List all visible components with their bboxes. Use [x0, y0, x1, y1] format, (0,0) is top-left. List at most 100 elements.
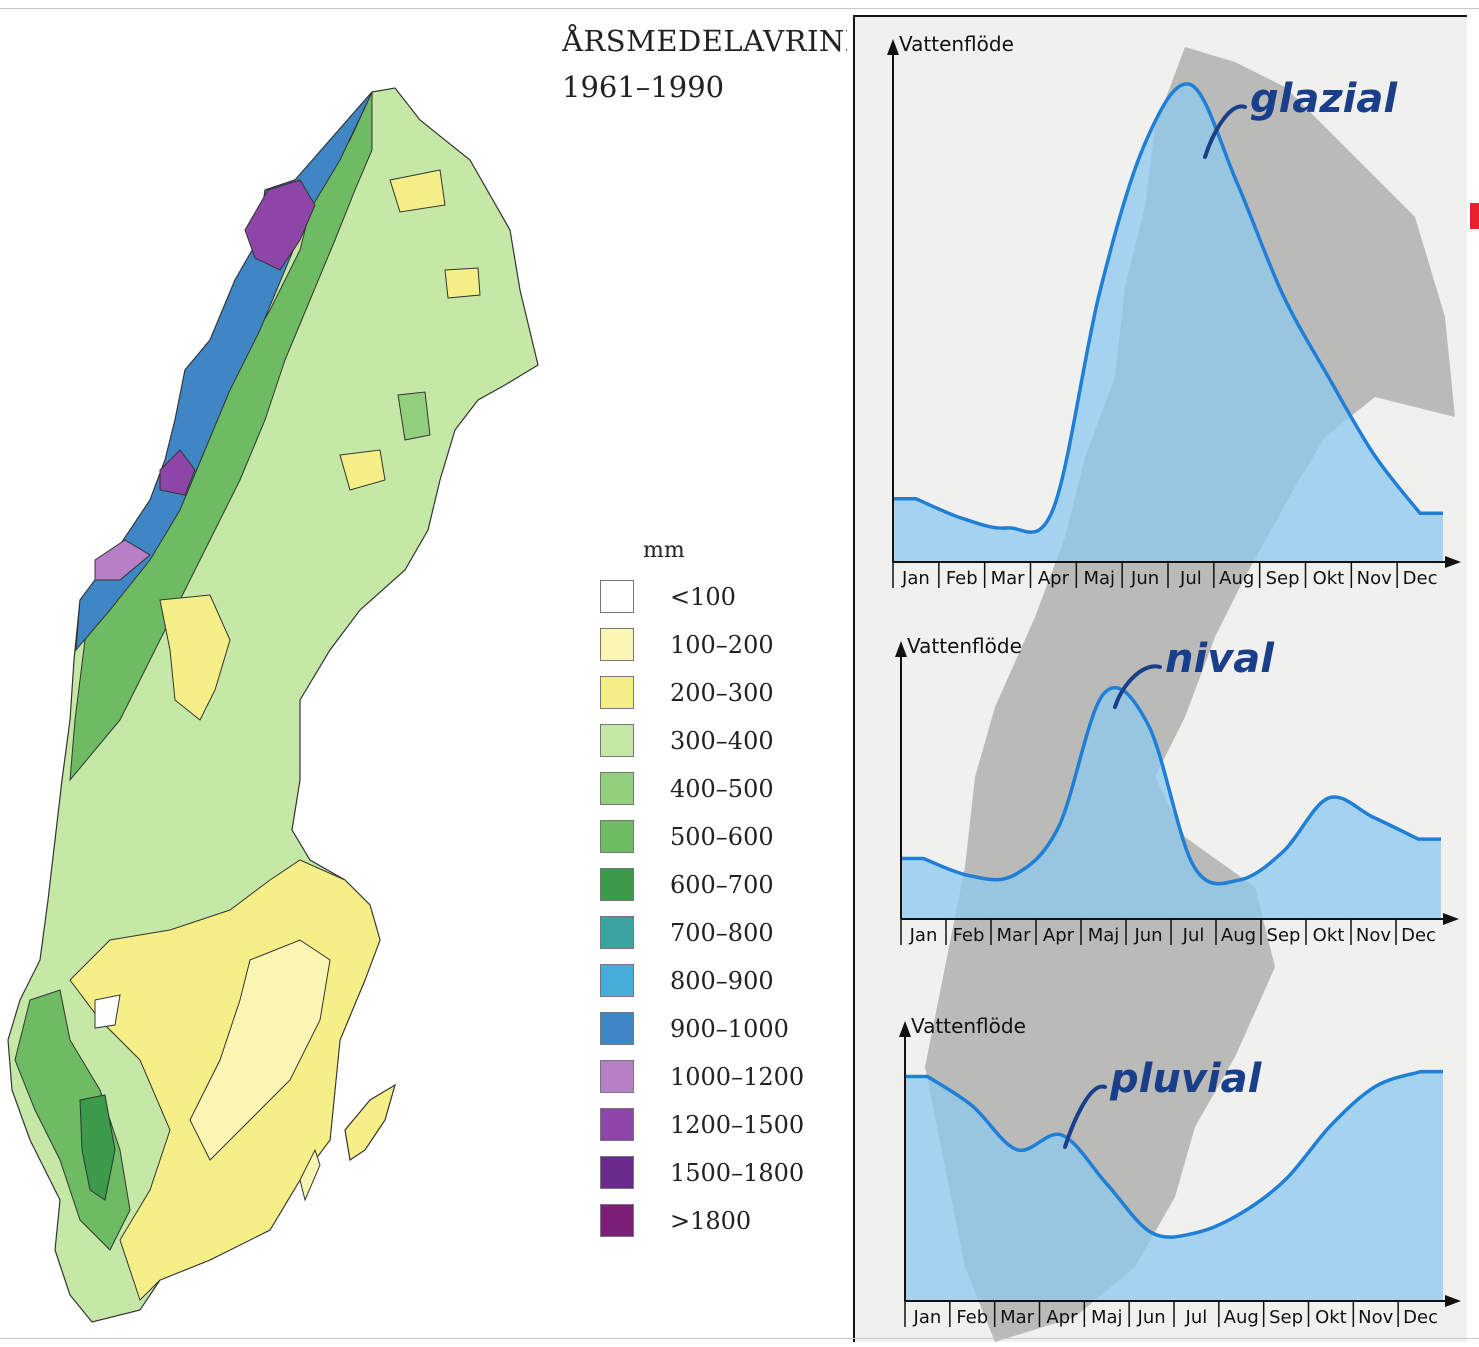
legend-swatch: [600, 1156, 634, 1189]
hydrograph-area: [905, 1071, 1443, 1301]
legend-swatch: [600, 868, 634, 901]
hydrograph-line: [905, 1069, 1443, 1239]
legend-label: <100: [670, 583, 736, 611]
legend-item: 300–400: [600, 724, 820, 760]
month-label: Sep: [1269, 1307, 1303, 1328]
map-region-yellow-3: [389, 169, 446, 213]
month-label: Okt: [1313, 568, 1345, 589]
month-label: Jun: [1130, 568, 1159, 589]
legend-swatch: [600, 1012, 634, 1045]
legend-label: 200–300: [670, 679, 774, 707]
month-label: Aug: [1219, 568, 1254, 589]
month-label: Feb: [953, 925, 985, 946]
legend-item: 100–200: [600, 628, 820, 664]
red-edge-marker: [1470, 203, 1479, 229]
month-label: Jul: [1185, 1307, 1208, 1328]
month-label: Jan: [913, 1307, 942, 1328]
legend-swatch: [600, 628, 634, 661]
map-region-yellow-4: [444, 267, 481, 299]
legend-unit: mm: [643, 538, 685, 563]
y-axis-label: Vattenflöde: [899, 32, 1014, 56]
top-divider: [0, 8, 1479, 9]
legend-swatch: [600, 676, 634, 709]
legend-item: 1000–1200: [600, 1060, 820, 1096]
month-label: Mar: [991, 568, 1026, 589]
hydrograph-line: [893, 82, 1443, 534]
map-region-yellow-2: [339, 449, 386, 491]
month-label: Nov: [1358, 1307, 1393, 1328]
month-label: Maj: [1083, 568, 1115, 589]
y-axis-arrow: [887, 39, 899, 55]
legend-label: 500–600: [670, 823, 774, 851]
legend-item: 500–600: [600, 820, 820, 856]
runoff-map: [7, 87, 539, 1323]
map-region-green-patch: [397, 391, 431, 441]
legend-label: 300–400: [670, 727, 774, 755]
legend-item: 700–800: [600, 916, 820, 952]
month-label: Mar: [997, 925, 1032, 946]
month-label: Okt: [1313, 925, 1345, 946]
legend-label: 1200–1500: [670, 1111, 805, 1139]
legend-label: 800–900: [670, 967, 774, 995]
month-label: Sep: [1266, 568, 1300, 589]
y-axis-label: Vattenflöde: [907, 634, 1022, 658]
map-island-gotland: [344, 1083, 396, 1162]
bottom-divider: [0, 1338, 1479, 1339]
month-label: Okt: [1315, 1307, 1347, 1328]
x-axis-arrow: [1445, 1295, 1461, 1307]
legend-label: 700–800: [670, 919, 774, 947]
map-region-south-lighter: [189, 939, 331, 1161]
month-label: Nov: [1356, 925, 1391, 946]
month-label: Mar: [1000, 1307, 1035, 1328]
y-axis-label: Vattenflöde: [911, 1014, 1026, 1038]
legend-item: 1500–1800: [600, 1156, 820, 1192]
month-label: Sep: [1267, 925, 1301, 946]
annotation-stroke: [1203, 104, 1247, 159]
month-label: Jul: [1182, 925, 1205, 946]
x-axis-arrow: [1443, 913, 1459, 925]
month-label: Jun: [1133, 925, 1162, 946]
hydrograph-charts: Vattenflöde Jan Feb Mar Apr Maj Jun Jul Aug Sep Ok…: [887, 32, 1461, 1342]
legend-item: >1800: [600, 1204, 820, 1240]
month-label: Apr: [1046, 1307, 1078, 1328]
x-axis-arrow: [1445, 556, 1461, 568]
month-label: Jun: [1137, 1307, 1166, 1328]
month-label: Apr: [1043, 925, 1075, 946]
map-region-south-white: [94, 994, 121, 1029]
annotation-stroke: [1063, 1084, 1107, 1149]
hydrograph-panel: Vattenflöde Jan Feb Mar Apr Maj Jun Jul Aug Sep Ok…: [853, 15, 1467, 1342]
map-region-west-band: [69, 91, 373, 782]
legend-label: 900–1000: [670, 1015, 789, 1043]
legend-item: <100: [600, 580, 820, 616]
month-label: Feb: [946, 568, 978, 589]
legend-item: 400–500: [600, 772, 820, 808]
annotation-nival: nival: [1165, 636, 1275, 682]
month-label: Aug: [1224, 1307, 1259, 1328]
map-region-south-west-dark: [79, 1094, 116, 1201]
hydrograph-line: [901, 686, 1441, 886]
month-label: Nov: [1357, 568, 1392, 589]
map-region-mountain-purple-mid: [159, 449, 196, 496]
legend-swatch: [600, 724, 634, 757]
legend-swatch: [600, 964, 634, 997]
month-label: Maj: [1091, 1307, 1123, 1328]
legend-item: 600–700: [600, 868, 820, 904]
legend-label: 1500–1800: [670, 1159, 805, 1187]
map-region-mountain-purple-north: [244, 179, 316, 271]
legend-swatch: [600, 772, 634, 805]
hydrograph-area: [893, 83, 1443, 563]
y-axis-arrow: [899, 1021, 911, 1037]
legend-swatch: [600, 580, 634, 613]
map-island-oland: [299, 1148, 321, 1202]
legend-swatch: [600, 1108, 634, 1141]
month-label: Maj: [1088, 925, 1120, 946]
legend-swatch: [600, 820, 634, 853]
month-label: Dec: [1401, 925, 1436, 946]
legend-label: 600–700: [670, 871, 774, 899]
legend-label: 1000–1200: [670, 1063, 805, 1091]
legend-item: 1200–1500: [600, 1108, 820, 1144]
map-region-yellow-1: [159, 594, 231, 721]
month-label: Jul: [1179, 568, 1202, 589]
legend-item: 200–300: [600, 676, 820, 712]
